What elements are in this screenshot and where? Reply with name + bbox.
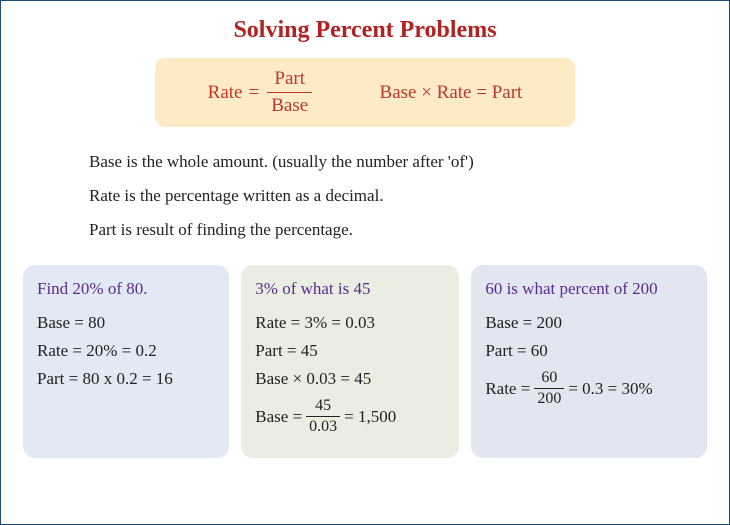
ex3-frac-den: 200 <box>534 388 564 408</box>
example-3-title: 60 is what percent of 200 <box>485 279 693 299</box>
definition-part: Part is result of finding the percentage… <box>89 213 711 247</box>
ex3-fraction: 60 200 <box>534 369 564 408</box>
definition-rate: Rate is the percentage written as a deci… <box>89 179 711 213</box>
fraction-numerator: Part <box>270 68 309 92</box>
example-box-1: Find 20% of 80. Base = 80 Rate = 20% = 0… <box>23 265 229 458</box>
ex3-frac-prefix: Rate = <box>485 379 530 399</box>
formula-product-equation: Base × Rate = Part <box>380 82 523 104</box>
ex2-frac-suffix: = 1,500 <box>344 407 396 427</box>
formula-rate-equation: Rate = Part Base <box>208 68 314 117</box>
ex2-frac-num: 45 <box>312 397 334 416</box>
example-2-line3: Base × 0.03 = 45 <box>255 369 445 389</box>
example-1-line1: Base = 80 <box>37 313 215 333</box>
example-3-fraction-line: Rate = 60 200 = 0.3 = 30% <box>485 369 693 408</box>
example-3-line2: Part = 60 <box>485 341 693 361</box>
example-2-line1: Rate = 3% = 0.03 <box>255 313 445 333</box>
formula-box: Rate = Part Base Base × Rate = Part <box>155 58 575 127</box>
ex3-frac-num: 60 <box>538 369 560 388</box>
fraction-denominator: Base <box>267 92 312 117</box>
definition-base: Base is the whole amount. (usually the n… <box>89 145 711 179</box>
example-2-line2: Part = 45 <box>255 341 445 361</box>
ex2-frac-prefix: Base = <box>255 407 302 427</box>
rate-label: Rate <box>208 82 243 104</box>
example-1-line2: Rate = 20% = 0.2 <box>37 341 215 361</box>
ex3-frac-suffix: = 0.3 = 30% <box>568 379 652 399</box>
ex2-fraction: 45 0.03 <box>306 397 340 436</box>
equals-sign: = <box>249 82 260 104</box>
examples-row: Find 20% of 80. Base = 80 Rate = 20% = 0… <box>19 265 711 458</box>
example-2-fraction-line: Base = 45 0.03 = 1,500 <box>255 397 445 436</box>
example-3-line1: Base = 200 <box>485 313 693 333</box>
formula-fraction: Part Base <box>267 68 312 117</box>
example-2-title: 3% of what is 45 <box>255 279 445 299</box>
example-box-2: 3% of what is 45 Rate = 3% = 0.03 Part =… <box>241 265 459 458</box>
ex2-frac-den: 0.03 <box>306 416 340 436</box>
definitions-block: Base is the whole amount. (usually the n… <box>89 145 711 247</box>
page-title: Solving Percent Problems <box>19 17 711 44</box>
example-box-3: 60 is what percent of 200 Base = 200 Par… <box>471 265 707 458</box>
example-1-line3: Part = 80 x 0.2 = 16 <box>37 369 215 389</box>
example-1-title: Find 20% of 80. <box>37 279 215 299</box>
